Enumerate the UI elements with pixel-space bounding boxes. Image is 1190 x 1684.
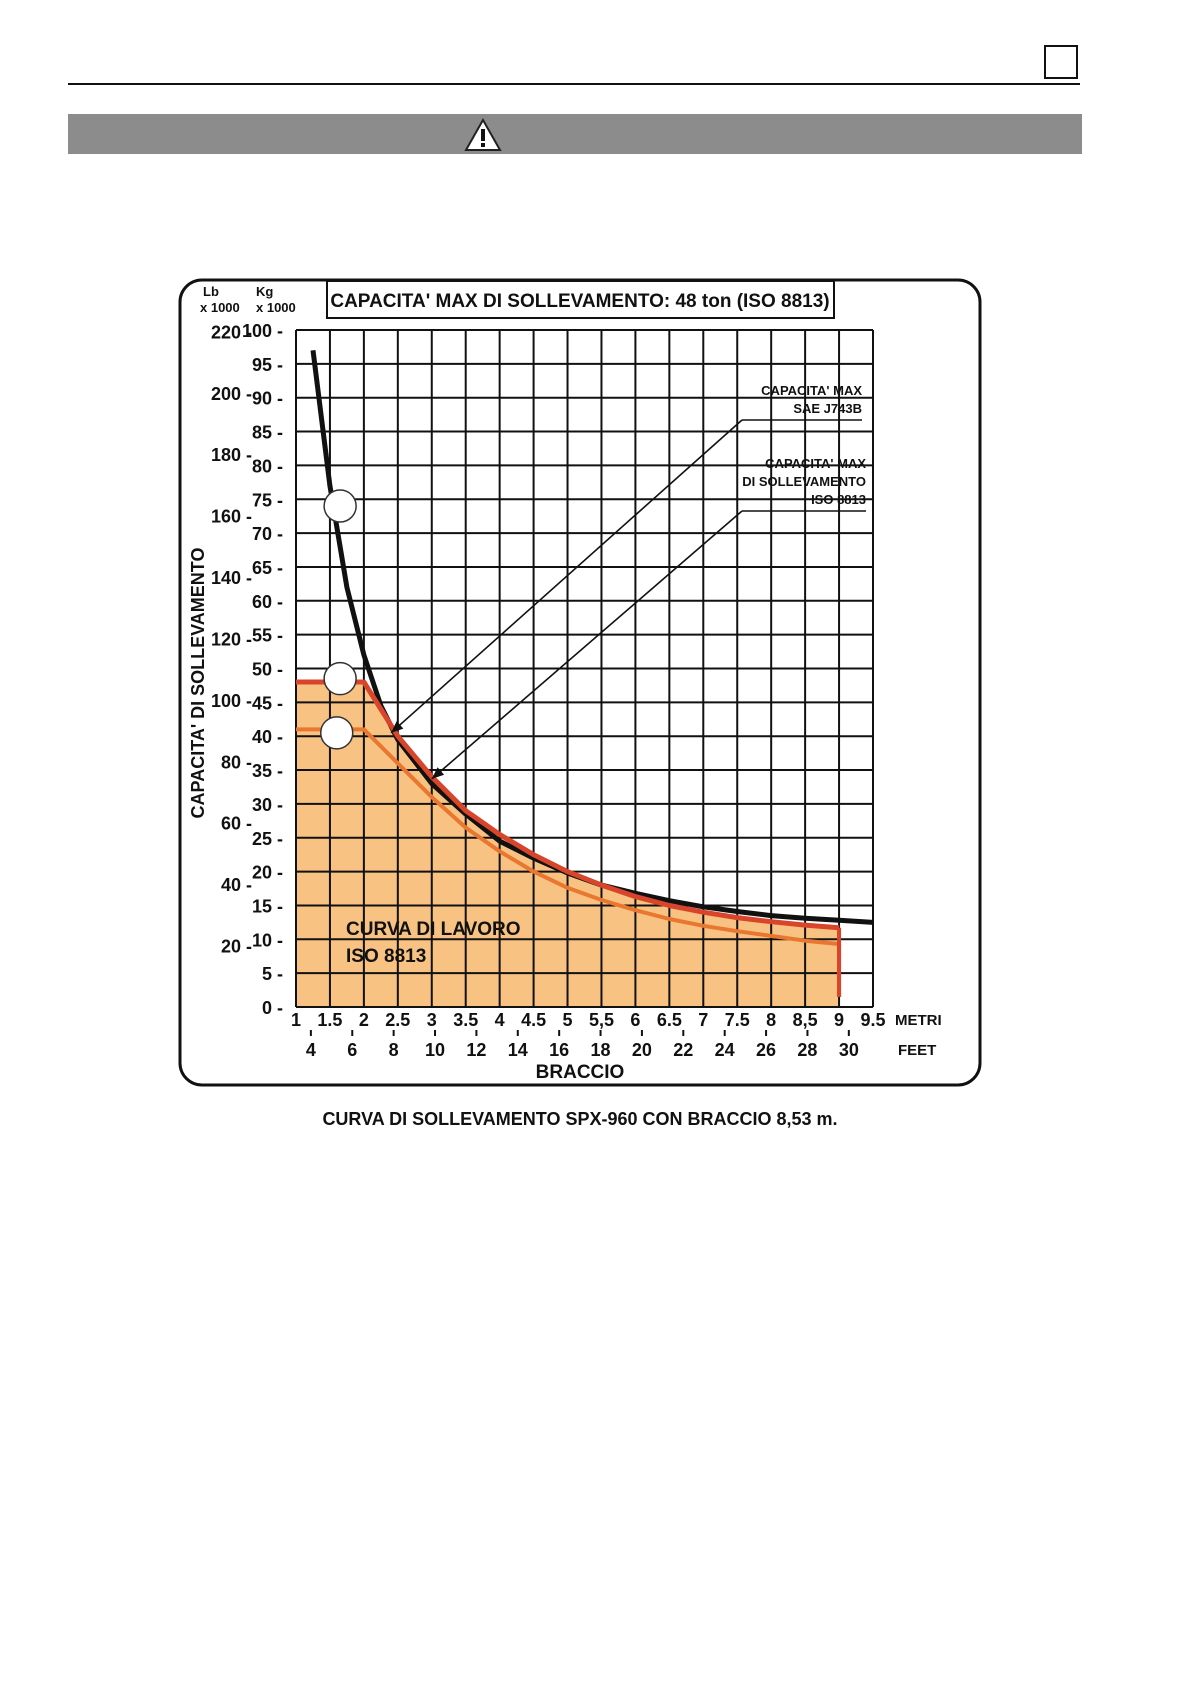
y-tick-lb-1: 40 -	[221, 875, 252, 895]
y-tick-lb-8: 180 -	[211, 445, 252, 465]
series-line-2	[296, 727, 840, 946]
chart-title: CAPACITA' MAX DI SOLLEVAMENTO: 48 ton (I…	[330, 291, 829, 312]
x-unit-feet: FEET	[898, 1042, 936, 1059]
lb-unit-label: Lb	[203, 284, 219, 299]
x-tick-ft-12: 28	[797, 1040, 817, 1060]
y-tick-kg-0: 0 -	[262, 998, 283, 1018]
curve-marker-1	[323, 661, 357, 696]
x-tick-ft-13: 30	[839, 1040, 859, 1060]
x-tick-m-17: 9.5	[860, 1010, 885, 1030]
x-tick-m-1: 1.5	[317, 1010, 342, 1030]
y-tick-lb-6: 140 -	[211, 568, 252, 588]
x-tick-m-9: 5,5	[589, 1010, 614, 1030]
warning-triangle-icon	[464, 118, 502, 151]
chart-title-box	[326, 280, 835, 319]
kg-unit-label: Kg	[256, 284, 273, 299]
curve-marker-0	[323, 489, 357, 523]
x-tick-ft-7: 18	[591, 1040, 611, 1060]
x-tick-ft-9: 22	[673, 1040, 693, 1060]
x-tick-m-14: 8	[766, 1010, 776, 1030]
y-tick-kg-18: 90 -	[252, 389, 283, 409]
y-tick-kg-17: 85 -	[252, 423, 283, 443]
x-tick-ft-5: 14	[508, 1040, 528, 1060]
curve-marker-2	[319, 716, 354, 750]
x-tick-ft-4: 12	[466, 1040, 486, 1060]
annotation-sae-line1: CAPACITA' MAX	[761, 383, 862, 398]
y-tick-lb-9: 200 -	[211, 384, 252, 404]
x-tick-m-16: 9	[834, 1010, 844, 1030]
y-tick-kg-12: 60 -	[252, 592, 283, 612]
x-tick-ft-10: 24	[715, 1040, 735, 1060]
y-tick-lb-3: 80 -	[221, 752, 252, 772]
x-tick-ft-3: 10	[425, 1040, 445, 1060]
annotation-sae-line2: SAE J743B	[793, 401, 862, 416]
x-tick-m-4: 3	[427, 1010, 437, 1030]
annotation-work-line2: ISO 8813	[346, 946, 426, 967]
x-tick-m-6: 4	[495, 1010, 505, 1030]
x-tick-m-2: 2	[359, 1010, 369, 1030]
callout-sae-arrowhead	[391, 721, 404, 733]
header-rule	[68, 83, 1080, 85]
x-tick-ft-2: 8	[389, 1040, 399, 1060]
y-tick-lb-5: 120 -	[211, 629, 252, 649]
y-tick-lb-0: 20 -	[221, 937, 252, 957]
y-tick-kg-4: 20 -	[252, 863, 283, 883]
y-tick-kg-10: 50 -	[252, 660, 283, 680]
x-tick-m-7: 4.5	[521, 1010, 546, 1030]
x-axis-label: BRACCIO	[536, 1062, 625, 1083]
callout-sae-leader	[390, 419, 743, 734]
annotation-work-line1: CURVA DI LAVORO	[346, 919, 521, 940]
y-tick-kg-7: 35 -	[252, 761, 283, 781]
y-tick-lb-10: 220 -	[211, 322, 252, 342]
x-unit-metri: METRI	[895, 1012, 942, 1029]
y-tick-kg-16: 80 -	[252, 456, 283, 476]
y-tick-lb-2: 60 -	[221, 814, 252, 834]
y-tick-kg-13: 65 -	[252, 558, 283, 578]
annotation-iso-line1: CAPACITA' MAX	[765, 456, 866, 471]
x-tick-m-10: 6	[630, 1010, 640, 1030]
x-tick-m-12: 7	[698, 1010, 708, 1030]
x-tick-m-13: 7.5	[725, 1010, 750, 1030]
kg-unit-multiplier: x 1000	[256, 300, 296, 315]
y-tick-lb-4: 100 -	[211, 691, 252, 711]
y-tick-kg-19: 95 -	[252, 355, 283, 375]
y-axis-label: CAPACITA' DI SOLLEVAMENTO	[188, 548, 208, 819]
callout-iso-leader	[431, 510, 743, 780]
x-tick-ft-0: 4	[306, 1040, 316, 1060]
y-tick-kg-14: 70 -	[252, 524, 283, 544]
x-tick-ft-8: 20	[632, 1040, 652, 1060]
chart-caption: CURVA DI SOLLEVAMENTO SPX-960 CON BRACCI…	[322, 1109, 837, 1129]
plot-area: 0 - 5 - 10 - 15 - 20 - 25 - 30 - 35 - 40 - 45 - 50…	[211, 321, 886, 1060]
x-tick-m-11: 6.5	[657, 1010, 682, 1030]
y-tick-kg-8: 40 -	[252, 727, 283, 747]
y-tick-kg-20: 100 -	[242, 321, 283, 341]
y-tick-lb-7: 160 -	[211, 507, 252, 527]
y-tick-kg-1: 5 -	[262, 964, 283, 984]
annotation-iso-line3: ISO 8813	[811, 492, 866, 507]
x-tick-m-15: 8,5	[793, 1010, 818, 1030]
x-tick-ft-11: 26	[756, 1040, 776, 1060]
x-tick-m-5: 3.5	[453, 1010, 478, 1030]
lb-unit-multiplier: x 1000	[200, 300, 240, 315]
y-tick-kg-2: 10 -	[252, 930, 283, 950]
x-tick-m-8: 5	[563, 1010, 573, 1030]
y-tick-kg-3: 15 -	[252, 896, 283, 916]
annotation-iso-line2: DI SOLLEVAMENTO	[742, 474, 866, 489]
page-number-box	[1044, 45, 1078, 79]
x-tick-ft-1: 6	[347, 1040, 357, 1060]
y-tick-kg-6: 30 -	[252, 795, 283, 815]
y-tick-kg-9: 45 -	[252, 693, 283, 713]
y-tick-kg-15: 75 -	[252, 490, 283, 510]
x-tick-m-0: 1	[291, 1010, 301, 1030]
callout-iso-arrowhead	[431, 767, 445, 779]
warning-bar	[68, 114, 1082, 154]
series-line-1	[296, 679, 840, 931]
y-tick-kg-5: 25 -	[252, 829, 283, 849]
y-tick-kg-11: 55 -	[252, 626, 283, 646]
x-tick-ft-6: 16	[549, 1040, 569, 1060]
x-tick-m-3: 2.5	[385, 1010, 410, 1030]
